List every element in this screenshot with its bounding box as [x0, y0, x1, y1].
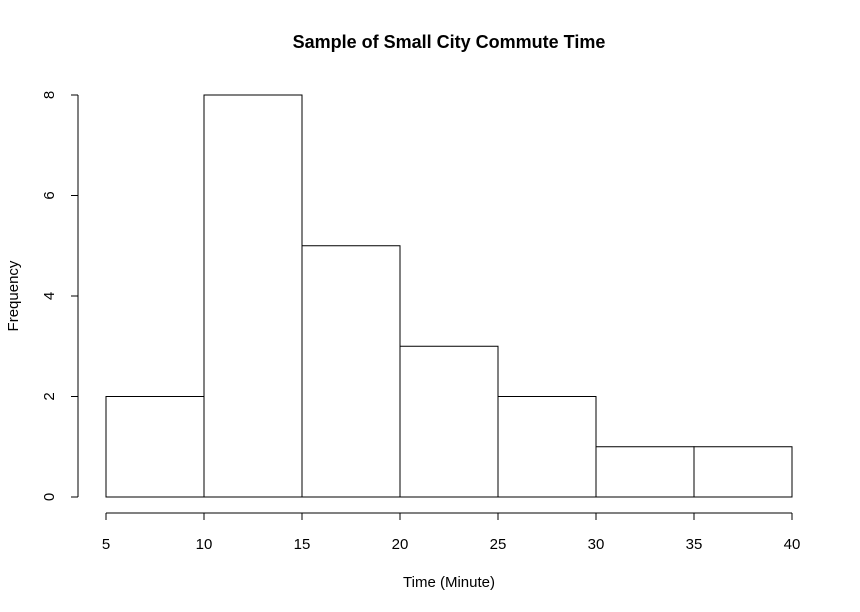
histogram-bar-15-20 [301, 245, 401, 498]
x-tick-label-40: 40 [784, 536, 801, 553]
y-axis: 0 2 4 6 8 [41, 91, 79, 501]
x-tick-label-35: 35 [686, 536, 703, 553]
y-tick-label-0: 0 [41, 493, 58, 501]
x-tick-label-30: 30 [588, 536, 605, 553]
x-tick-label-5: 5 [102, 536, 110, 553]
y-tick-label-2: 2 [41, 392, 58, 400]
y-tick-label-6: 6 [41, 191, 58, 199]
x-tick-label-10: 10 [196, 536, 213, 553]
histogram-bar-25-30 [497, 396, 597, 498]
y-tick-label-8: 8 [41, 91, 58, 99]
x-tick-label-20: 20 [392, 536, 409, 553]
histogram-bar-35-40 [693, 446, 793, 498]
x-axis-label: Time (Minute) [403, 574, 495, 591]
bars-group [105, 94, 793, 498]
x-tick-label-25: 25 [490, 536, 507, 553]
chart-title: Sample of Small City Commute Time [293, 32, 606, 52]
histogram-bar-30-35 [595, 446, 695, 498]
x-axis: 5 10 15 20 25 30 35 40 [102, 512, 801, 553]
x-tick-label-15: 15 [294, 536, 311, 553]
y-tick-label-4: 4 [41, 292, 58, 300]
histogram-bar-20-25 [399, 345, 499, 498]
histogram-bar-10-15 [203, 94, 303, 498]
y-axis-label: Frequency [5, 260, 22, 331]
histogram-bar-5-10 [105, 396, 205, 498]
